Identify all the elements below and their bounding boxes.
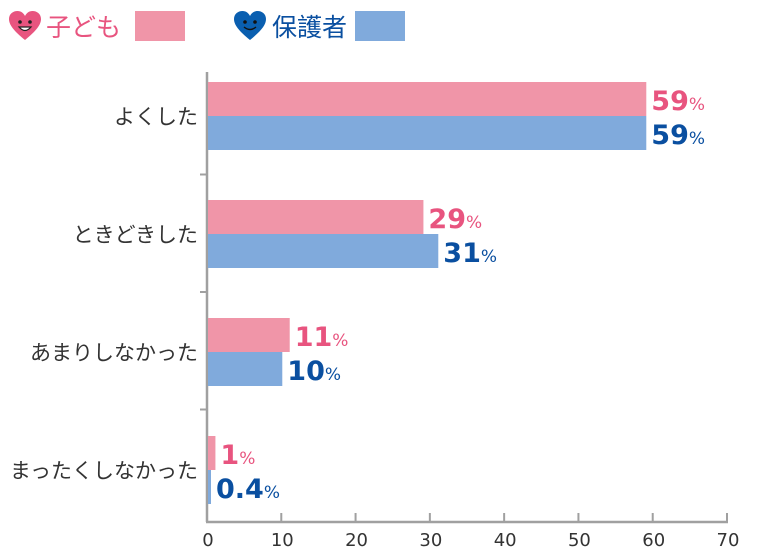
percent-unit: % bbox=[689, 129, 705, 149]
percent-unit: % bbox=[481, 247, 497, 267]
data-label: 1% bbox=[220, 440, 255, 471]
category-label: まったくしなかった bbox=[10, 459, 198, 483]
x-tick-label: 40 bbox=[494, 530, 517, 551]
percent-unit: % bbox=[689, 95, 705, 115]
data-label: 0.4% bbox=[216, 474, 280, 505]
x-tick-label: 30 bbox=[419, 530, 442, 551]
legend-label: 保護者 bbox=[272, 13, 348, 42]
data-label: 10% bbox=[287, 356, 341, 387]
category-label: よくした bbox=[114, 105, 198, 129]
bar bbox=[208, 352, 283, 386]
percent-unit: % bbox=[264, 483, 280, 503]
bar bbox=[208, 436, 216, 470]
x-tick-label: 0 bbox=[202, 530, 213, 551]
bar bbox=[208, 318, 290, 352]
category-label: あまりしなかった bbox=[30, 341, 198, 365]
percent-unit: % bbox=[332, 331, 348, 351]
x-tick-label: 10 bbox=[271, 530, 294, 551]
category-label: ときどきした bbox=[73, 223, 198, 247]
percent-unit: % bbox=[239, 449, 255, 469]
bar bbox=[208, 470, 211, 504]
data-label: 29% bbox=[428, 204, 482, 235]
bar bbox=[208, 116, 647, 150]
data-label: 59% bbox=[651, 86, 705, 117]
legend-item-children: 子ども bbox=[8, 8, 186, 44]
bar bbox=[208, 82, 647, 116]
bar bbox=[208, 200, 424, 234]
data-label: 31% bbox=[443, 238, 497, 269]
legend-label: 子ども bbox=[46, 13, 122, 42]
bar bbox=[208, 234, 439, 268]
percent-unit: % bbox=[325, 365, 341, 385]
x-tick-label: 50 bbox=[568, 530, 591, 551]
percent-unit: % bbox=[466, 213, 482, 233]
legend-item-parents: 保護者 bbox=[232, 8, 406, 44]
data-label: 59% bbox=[651, 120, 705, 151]
smiling-heart-pink-icon bbox=[9, 11, 41, 40]
smiling-heart-blue-icon bbox=[234, 11, 266, 40]
x-tick-label: 20 bbox=[345, 530, 368, 551]
data-label: 11% bbox=[295, 322, 349, 353]
x-tick-label: 60 bbox=[642, 530, 665, 551]
legend-swatch bbox=[135, 11, 186, 41]
legend-swatch bbox=[355, 11, 406, 41]
x-tick-label: 70 bbox=[717, 530, 740, 551]
